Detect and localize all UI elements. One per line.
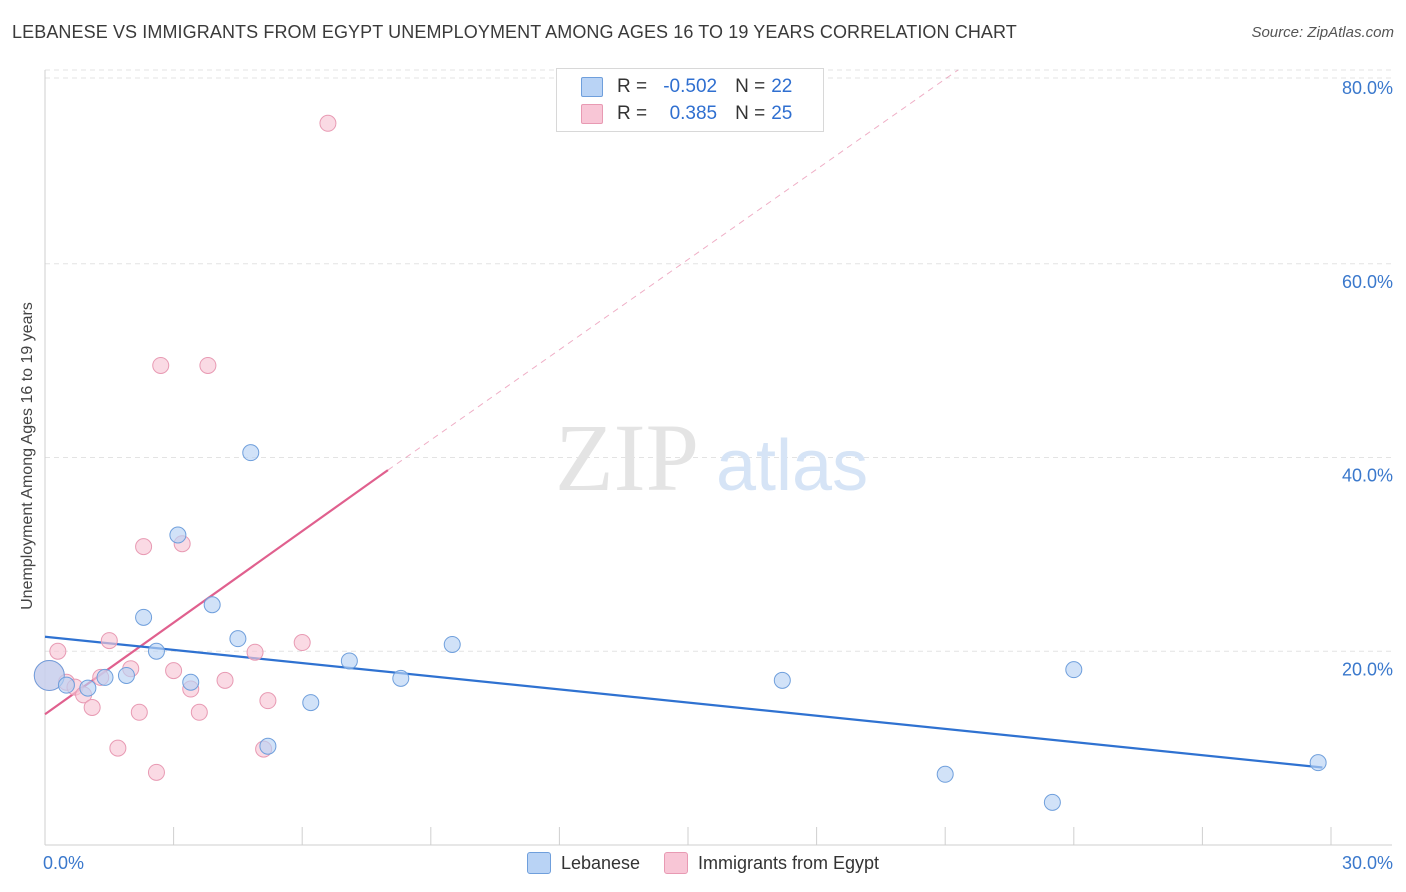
grid-layer	[45, 69, 1392, 652]
egypt-point	[165, 662, 183, 680]
lebanese-points	[33, 444, 1327, 811]
axes-layer	[44, 70, 1392, 846]
series-legend: Lebanese Immigrants from Egypt	[0, 852, 1406, 874]
lebanese-point	[203, 596, 221, 614]
tick-labels: 20.0% 40.0% 60.0% 80.0% 0.0% 30.0%	[43, 78, 1393, 873]
egypt-swatch	[581, 104, 603, 124]
y-tick-label: 60.0%	[1342, 272, 1393, 292]
egypt-point	[216, 671, 234, 689]
y-tick-label: 80.0%	[1342, 78, 1393, 98]
lebanese-point	[229, 630, 247, 648]
egypt-legend-label: Immigrants from Egypt	[698, 852, 880, 873]
source-credit: Source: ZipAtlas.com	[1251, 24, 1394, 41]
chart-title: LEBANESE VS IMMIGRANTS FROM EGYPT UNEMPL…	[12, 22, 1017, 42]
lebanese-point	[182, 673, 200, 691]
watermark-zip: ZIP	[555, 404, 699, 511]
lebanese-point	[1043, 793, 1061, 811]
lebanese-point	[242, 444, 260, 462]
lebanese-point	[443, 635, 461, 653]
lebanese-point	[1065, 661, 1083, 679]
lebanese-point	[147, 642, 165, 660]
y-tick-label: 40.0%	[1342, 466, 1393, 486]
egypt-point	[199, 356, 217, 374]
legend-n-label: N =	[735, 76, 766, 97]
lebanese-point	[936, 765, 954, 783]
egypt-point	[246, 643, 264, 661]
egypt-point	[83, 698, 101, 716]
correlation-legend: R = -0.502 N = 22 R = 0.385 N = 25	[556, 68, 824, 132]
lebanese-point	[33, 659, 65, 691]
lebanese-point	[79, 679, 97, 697]
lebanese-swatch	[581, 77, 603, 97]
lebanese-point	[340, 652, 358, 670]
legend-n-value: 25	[771, 103, 793, 124]
egypt-legend-swatch	[664, 852, 689, 874]
lebanese-point	[302, 694, 320, 712]
legend-n-label: N =	[735, 103, 766, 124]
egypt-point	[49, 642, 67, 660]
egypt-point	[293, 634, 311, 652]
legend-r-label: R =	[617, 76, 648, 97]
lebanese-point	[392, 669, 410, 687]
egypt-point	[109, 739, 127, 757]
legend-r-value: -0.502	[663, 76, 718, 97]
legend-r-value: 0.385	[669, 103, 718, 124]
lebanese-legend-label: Lebanese	[560, 852, 641, 873]
watermark-atlas: atlas	[716, 426, 868, 506]
series-legend-lebanese: Lebanese	[526, 852, 641, 874]
lebanese-point	[117, 666, 135, 684]
lebanese-point	[57, 676, 75, 694]
x-tick-label: 30.0%	[1342, 853, 1393, 873]
egypt-point	[259, 692, 277, 710]
lebanese-point	[169, 526, 187, 544]
lebanese-point	[1309, 754, 1327, 772]
x-tick-label: 0.0%	[43, 853, 84, 873]
egypt-point	[147, 763, 165, 781]
egypt-point	[130, 703, 148, 721]
lebanese-point	[773, 671, 791, 689]
egypt-point	[190, 703, 208, 721]
y-tick-label: 20.0%	[1342, 659, 1393, 679]
legend-row-egypt: R = 0.385 N = 25	[581, 102, 792, 126]
lebanese-point	[135, 608, 153, 626]
series-legend-egypt: Immigrants from Egypt	[664, 852, 879, 874]
legend-r-label: R =	[617, 103, 648, 124]
y-axis-label: Unemployment Among Ages 16 to 19 years	[19, 302, 36, 610]
lebanese-point	[259, 737, 277, 755]
lebanese-legend-swatch	[526, 852, 551, 874]
lebanese-point	[96, 668, 114, 686]
egypt-point	[100, 632, 118, 650]
legend-row-lebanese: R = -0.502 N = 22	[581, 75, 792, 99]
egypt-point	[152, 356, 170, 374]
lebanese-trend-line	[44, 635, 1323, 769]
legend-n-value: 22	[771, 76, 793, 97]
egypt-point	[135, 538, 153, 556]
egypt-point	[319, 114, 337, 132]
